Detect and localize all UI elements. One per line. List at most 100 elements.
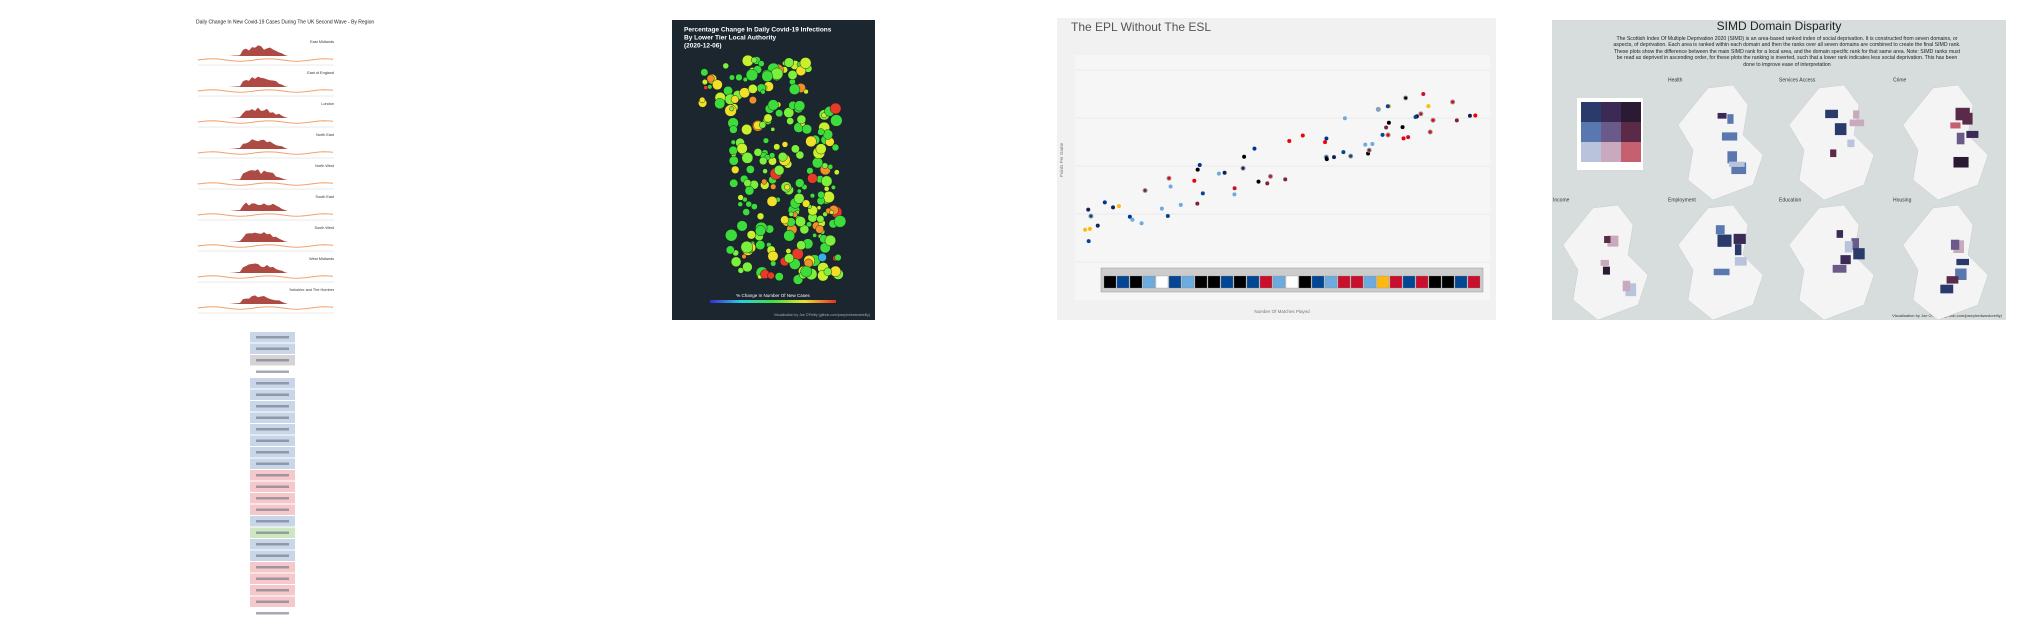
legend-cell bbox=[1621, 142, 1641, 162]
area-blob bbox=[739, 87, 750, 99]
area-patch bbox=[1734, 257, 1747, 266]
area-blob bbox=[730, 95, 740, 104]
point bbox=[1265, 181, 1270, 186]
area-patch bbox=[1717, 112, 1727, 119]
area bbox=[198, 232, 334, 242]
point bbox=[1324, 157, 1329, 162]
champion-cell bbox=[1298, 275, 1312, 289]
point bbox=[1454, 118, 1459, 123]
trend-line bbox=[197, 182, 334, 186]
trend-line bbox=[197, 58, 334, 62]
area-blob bbox=[729, 178, 739, 188]
point bbox=[1195, 201, 1200, 206]
champion-cell bbox=[1233, 275, 1247, 289]
region-label: Yorkshire and The Humber bbox=[289, 288, 335, 292]
domain-label: Employment bbox=[1668, 197, 1696, 203]
area-blob bbox=[736, 142, 748, 154]
area-blob bbox=[830, 184, 836, 190]
area bbox=[198, 295, 334, 304]
champion-cell bbox=[1389, 275, 1403, 289]
area-blob bbox=[759, 121, 767, 129]
legend-cell bbox=[1601, 102, 1621, 122]
area-blob bbox=[742, 208, 750, 216]
domain-label: Health bbox=[1668, 77, 1683, 83]
point bbox=[1430, 117, 1436, 123]
point bbox=[1426, 104, 1431, 109]
trend-line bbox=[197, 306, 334, 310]
champion-cell bbox=[1168, 275, 1182, 289]
point bbox=[1232, 186, 1237, 191]
point bbox=[1403, 95, 1409, 101]
area-blob bbox=[755, 240, 766, 250]
area-blob bbox=[799, 57, 812, 69]
area-blob bbox=[745, 200, 752, 208]
area-patch bbox=[1950, 239, 1960, 250]
area-blob bbox=[784, 253, 795, 264]
row-text-placeholder bbox=[256, 428, 289, 431]
area-patch bbox=[1832, 264, 1847, 273]
champion-cell bbox=[1363, 275, 1377, 289]
champion-cell bbox=[1103, 275, 1117, 289]
area-blob bbox=[737, 194, 744, 201]
area-blob bbox=[731, 165, 740, 174]
area-blob bbox=[740, 240, 753, 254]
champion-cell bbox=[1441, 275, 1455, 289]
area-blob bbox=[748, 96, 757, 105]
point bbox=[1418, 111, 1424, 117]
area-blob bbox=[712, 79, 723, 91]
area-blob bbox=[788, 211, 794, 217]
area-blob bbox=[831, 143, 840, 152]
area-blob bbox=[755, 225, 766, 237]
panel-title: SIMD Domain Disparity bbox=[1717, 19, 1842, 33]
area-blob bbox=[809, 193, 815, 199]
row-text-placeholder bbox=[256, 439, 289, 442]
area-blob bbox=[744, 185, 755, 196]
area-blob bbox=[787, 70, 798, 80]
area-blob bbox=[777, 152, 788, 162]
area bbox=[198, 263, 334, 273]
area-patch bbox=[1950, 122, 1961, 129]
area-patch bbox=[1607, 235, 1619, 247]
area-blob bbox=[824, 234, 836, 247]
trend-line bbox=[197, 244, 334, 248]
point bbox=[1197, 162, 1202, 167]
row-text-placeholder bbox=[256, 393, 289, 396]
row-text-placeholder bbox=[256, 416, 289, 419]
point bbox=[1370, 141, 1375, 146]
area-blob bbox=[767, 250, 779, 262]
area-blob bbox=[780, 215, 790, 225]
domain-label: Services Access bbox=[1779, 77, 1816, 83]
area-blob bbox=[742, 261, 753, 273]
point bbox=[1363, 142, 1368, 147]
area-blob bbox=[796, 114, 807, 125]
area-blob bbox=[821, 175, 833, 187]
area-blob bbox=[703, 85, 708, 90]
row-text-placeholder bbox=[256, 589, 289, 592]
area-patch bbox=[1717, 234, 1732, 247]
row-text-placeholder bbox=[256, 370, 289, 373]
y-axis-label: Points Per Game bbox=[1059, 142, 1064, 177]
area-blob bbox=[806, 221, 812, 228]
area-patch bbox=[1966, 130, 1979, 138]
plot-area bbox=[1075, 55, 1490, 300]
area-blob bbox=[759, 156, 768, 166]
area-patch bbox=[1853, 248, 1865, 260]
point bbox=[1116, 204, 1121, 209]
point bbox=[1086, 239, 1091, 244]
area-blob bbox=[769, 152, 776, 159]
area-blob bbox=[745, 68, 758, 81]
area-blob bbox=[729, 74, 735, 81]
champion-cell bbox=[1350, 275, 1364, 289]
area-blob bbox=[750, 56, 758, 64]
point bbox=[1159, 206, 1164, 211]
x-axis-label: Number Of Matches Played bbox=[1254, 309, 1310, 314]
point bbox=[1165, 213, 1170, 218]
area-patch bbox=[1731, 162, 1747, 175]
point bbox=[1385, 104, 1390, 109]
area-patch bbox=[1622, 280, 1631, 292]
row-text-placeholder bbox=[256, 577, 289, 580]
champion-cell bbox=[1116, 275, 1130, 289]
row-text-placeholder bbox=[256, 336, 289, 339]
